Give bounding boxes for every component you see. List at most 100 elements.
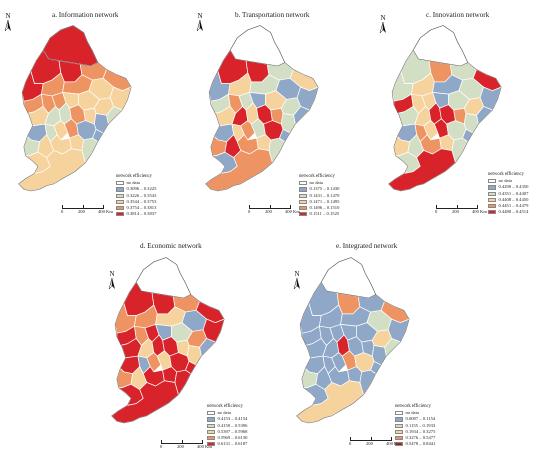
scale-label-mid: 200: [78, 209, 85, 214]
legend-label: 0.3276 – 0.5477: [405, 435, 436, 441]
scale-label-end: 400 Km: [472, 209, 487, 214]
legend-swatch: [488, 185, 496, 190]
legend-label: 0.4480 – 0.4514: [498, 209, 529, 215]
legend-item: 0.4153 – 0.4154: [207, 416, 247, 422]
legend-item-no-data: no data: [299, 180, 339, 186]
map-legend: network efficiency no data 0.3096 – 0.3225…: [116, 174, 156, 217]
legend-label: 0.6131 – 0.6187: [217, 441, 248, 447]
legend-label: 0.5969 – 0.6130: [217, 435, 248, 441]
map-title: e. Integrated network: [336, 242, 398, 250]
legend-item: 0.5397 – 0.5968: [207, 429, 247, 435]
north-label: N: [197, 12, 203, 20]
scale-label-end: 400 Km: [98, 209, 113, 214]
legend-item: 0.3754 – 0.3813: [116, 205, 156, 211]
legend-swatch: [395, 436, 403, 441]
legend-title: network efficiency: [395, 404, 432, 409]
legend-swatch: [116, 187, 124, 192]
legend-item: 0.1375 – 0.1430: [299, 186, 339, 192]
legend-title: network efficiency: [299, 174, 336, 179]
region-outline: [205, 25, 319, 192]
legend-label: 0.1155 – 0.1933: [405, 422, 436, 428]
legend-label: 0.5397 – 0.5968: [217, 428, 248, 434]
legend-swatch: [395, 423, 403, 428]
legend-label: no data: [309, 180, 323, 186]
map-title: b. Transportation network: [235, 11, 310, 19]
north-label: N: [109, 270, 115, 278]
scale-label-end: 400 Km: [386, 441, 401, 446]
legend-item: 0.4451 – 0.4479: [488, 203, 528, 209]
legend-label: no data: [405, 410, 419, 416]
legend-label: 0.5478 – 0.8441: [405, 441, 436, 447]
legend-item: 0.5478 – 0.8441: [395, 441, 435, 447]
legend-item: 0.0087 – 0.1154: [395, 416, 435, 422]
region-outline: [388, 25, 502, 192]
choropleth-map: [205, 25, 319, 192]
north-arrow-icon: N: [378, 14, 388, 34]
scale-label-zero: 0: [248, 209, 251, 214]
north-label: N: [5, 12, 11, 20]
north-label: N: [380, 14, 386, 22]
legend-swatch: [299, 212, 307, 217]
north-arrow-icon: N: [107, 270, 117, 290]
choropleth-map: [111, 257, 225, 424]
scale-label-mid: 200: [366, 441, 373, 446]
legend-label: 0.3544 – 0.3753: [126, 198, 157, 204]
legend-item-no-data: no data: [116, 180, 156, 186]
legend-label: 0.4451 – 0.4479: [498, 203, 529, 209]
legend-item: 0.1934 – 0.3275: [395, 429, 435, 435]
legend-swatch: [488, 204, 496, 209]
legend-label: 0.3754 – 0.3813: [126, 205, 157, 211]
legend-swatch: [488, 210, 496, 215]
region-outline: [111, 257, 225, 424]
legend-title: network efficiency: [116, 174, 153, 179]
legend-swatch: [395, 442, 403, 447]
legend-item: 0.3226 – 0.3543: [116, 193, 156, 199]
legend-swatch: [299, 187, 307, 192]
map-title: c. Innovation network: [426, 11, 490, 19]
legend-label: 0.1431 – 0.1470: [309, 192, 340, 198]
legend-item: 0.4408 – 0.4450: [488, 197, 528, 203]
north-arrow-icon: N: [292, 270, 302, 290]
legend-item: 0.4480 – 0.4514: [488, 209, 528, 215]
scale-bar: 0 200 400 Km: [248, 205, 300, 214]
legend-label: 0.1934 – 0.3275: [405, 428, 436, 434]
legend-label: 0.0087 – 0.1154: [405, 416, 436, 422]
legend-label: 0.4351 – 0.4407: [498, 190, 529, 196]
legend-label: 0.1471 – 0.1495: [309, 198, 340, 204]
scale-label-mid: 200: [177, 444, 184, 449]
scale-bar: 0 200 400 Km: [435, 205, 487, 214]
scale-label-end: 400 Km: [285, 209, 300, 214]
legend-label: no data: [217, 410, 231, 416]
scale-label-zero: 0: [349, 441, 352, 446]
legend-swatch: [299, 199, 307, 204]
choropleth-map: [18, 25, 132, 192]
map-title: d. Economic network: [140, 242, 202, 250]
legend-item: 0.3544 – 0.3753: [116, 199, 156, 205]
legend-swatch: [207, 417, 215, 422]
legend-swatch: [116, 199, 124, 204]
legend-swatch: [116, 193, 124, 198]
legend-item: 0.1471 – 0.1495: [299, 199, 339, 205]
legend-item: 0.6131 – 0.6187: [207, 441, 247, 447]
legend-swatch: [395, 429, 403, 434]
legend-swatch: [488, 191, 496, 196]
legend-swatch: [488, 179, 496, 184]
legend-title: network efficiency: [488, 172, 525, 177]
legend-label: 0.4150 – 0.5396: [217, 422, 248, 428]
scale-label-mid: 200: [265, 209, 272, 214]
legend-title: network efficiency: [207, 404, 244, 409]
legend-label: 0.4408 – 0.4450: [498, 196, 529, 202]
legend-item: 0.3814 – 0.3837: [116, 211, 156, 217]
north-arrow-icon: N: [195, 12, 205, 32]
legend-label: 0.4153 – 0.4154: [217, 416, 248, 422]
legend-item: 0.1155 – 0.1933: [395, 423, 435, 429]
legend-item: 0.4290 – 0.4350: [488, 184, 528, 190]
legend-swatch: [395, 417, 403, 422]
legend-item-no-data: no data: [488, 178, 528, 184]
choropleth-map: [388, 25, 502, 192]
